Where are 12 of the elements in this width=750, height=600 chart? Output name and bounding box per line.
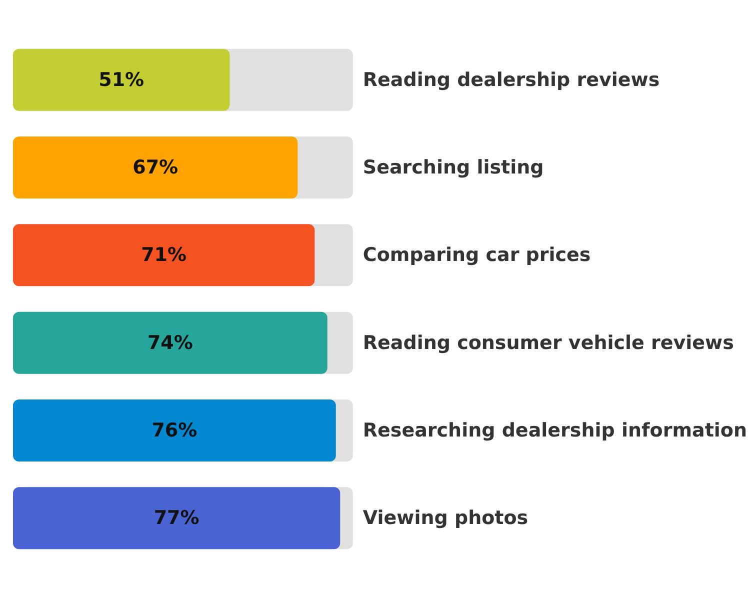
data-label: 77% (154, 507, 200, 530)
y-tick-label: Searching listing (362, 156, 544, 178)
y-tick-label: Researching dealership information (362, 420, 748, 442)
data-label: 76% (152, 420, 198, 442)
data-label: 67% (132, 156, 178, 178)
data-label: 74% (147, 332, 193, 354)
y-tick-label: Viewing photos (362, 507, 528, 530)
data-label: 71% (141, 244, 187, 266)
y-tick-label: Reading dealership reviews (362, 68, 660, 91)
data-label: 51% (98, 68, 144, 91)
y-tick-label: Comparing car prices (362, 244, 591, 266)
y-tick-label: Reading consumer vehicle reviews (362, 332, 734, 354)
